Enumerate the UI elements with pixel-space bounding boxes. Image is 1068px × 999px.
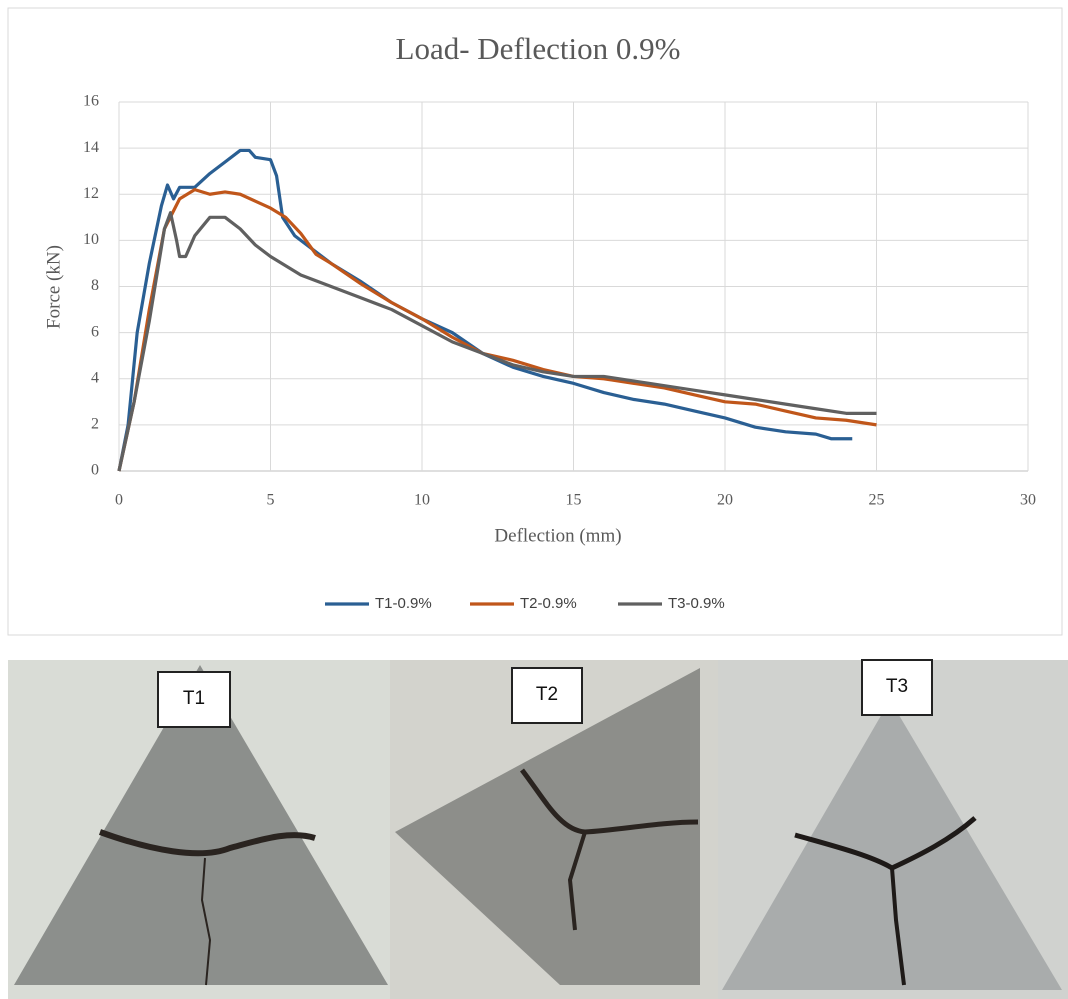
photo-label: T3 xyxy=(886,676,908,697)
x-axis-label: Deflection (mm) xyxy=(494,525,621,546)
photo-panel xyxy=(8,660,390,999)
photo-label-box xyxy=(157,671,231,728)
y-tick-label: 14 xyxy=(83,139,99,156)
legend: T1-0.9% T2-0.9% T3-0.9% xyxy=(325,595,725,612)
y-tick-label: 16 xyxy=(83,93,99,110)
y-tick-label: 12 xyxy=(83,185,99,202)
photo-label: T1 xyxy=(183,688,205,709)
y-axis-label: Force (kN) xyxy=(43,245,64,329)
photo-panel xyxy=(718,660,1068,999)
photo-label-box xyxy=(861,659,933,716)
photo-panel xyxy=(390,660,718,999)
y-tick-label: 4 xyxy=(91,369,99,386)
photo-label-box xyxy=(511,667,583,724)
y-tick-label: 2 xyxy=(91,416,99,433)
y-tick-label: 10 xyxy=(83,231,99,248)
photo-label: T2 xyxy=(536,684,558,705)
x-tick-label: 15 xyxy=(566,492,582,509)
legend-label: T1-0.9% xyxy=(375,595,432,612)
plot: 0 2 4 6 8 10 12 14 16 0 5 10 15 20 25 30 xyxy=(83,93,1036,509)
legend-label: T2-0.9% xyxy=(520,595,577,612)
y-tick-label: 8 xyxy=(91,277,99,294)
data-line xyxy=(117,188,877,472)
x-tick-label: 20 xyxy=(717,492,733,509)
x-tick-label: 25 xyxy=(869,492,885,509)
x-tick-label: 0 xyxy=(115,492,123,509)
x-tick-label: 10 xyxy=(414,492,430,509)
chart-frame xyxy=(7,7,1063,636)
y-tick-label: 0 xyxy=(91,462,99,479)
data-line xyxy=(117,211,877,472)
y-tick-label: 6 xyxy=(91,323,99,340)
x-tick-label: 30 xyxy=(1020,492,1036,509)
x-tick-label: 5 xyxy=(267,492,275,509)
legend-label: T3-0.9% xyxy=(668,595,725,612)
chart-title: Load- Deflection 0.9% xyxy=(396,31,681,66)
